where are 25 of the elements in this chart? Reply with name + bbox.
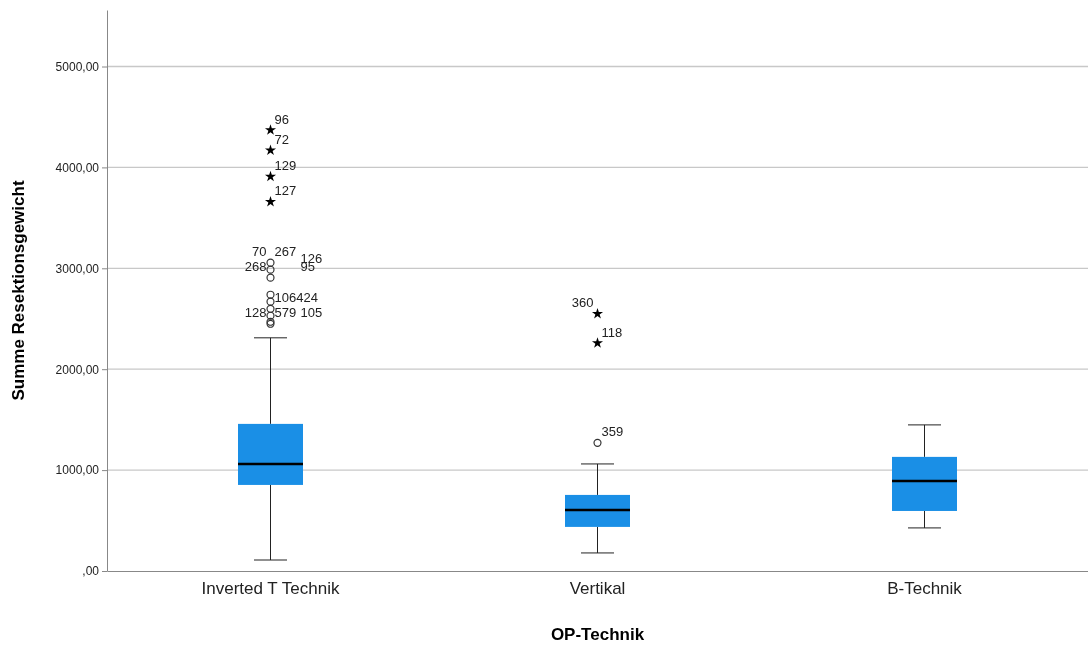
- annotation: 127: [274, 183, 297, 199]
- y-axis-title: Summe Resektionsgewicht: [9, 180, 28, 401]
- y-tick-label: 1000,00: [55, 463, 100, 478]
- x-tick-label: Inverted T Technik: [201, 579, 340, 599]
- y-tick-label: 5000,00: [55, 59, 100, 74]
- annotation: 72: [274, 131, 289, 147]
- x-tick-label: Vertikal: [569, 579, 626, 599]
- annotation: 129: [274, 158, 297, 174]
- annotation: 106424: [274, 290, 318, 306]
- y-tick-label: 2000,00: [55, 362, 100, 377]
- y-tick-label: 3000,00: [55, 261, 100, 276]
- annotation: 96: [274, 111, 289, 127]
- annotation: 359: [601, 424, 624, 440]
- annotation: 70: [252, 244, 267, 260]
- y-tick-label: 4000,00: [55, 160, 100, 175]
- annotation: 105: [300, 305, 323, 321]
- annotation: 118: [601, 324, 623, 340]
- x-tick-label: B-Technik: [887, 579, 963, 599]
- annotation: 360: [571, 295, 594, 311]
- annotation: 268: [244, 259, 267, 275]
- y-tick-label: ,00: [82, 564, 100, 579]
- annotation: 267: [274, 244, 297, 260]
- annotation: 579: [274, 305, 297, 321]
- x-axis-title: OP-Technik: [550, 625, 645, 644]
- annotation: 128: [244, 305, 267, 321]
